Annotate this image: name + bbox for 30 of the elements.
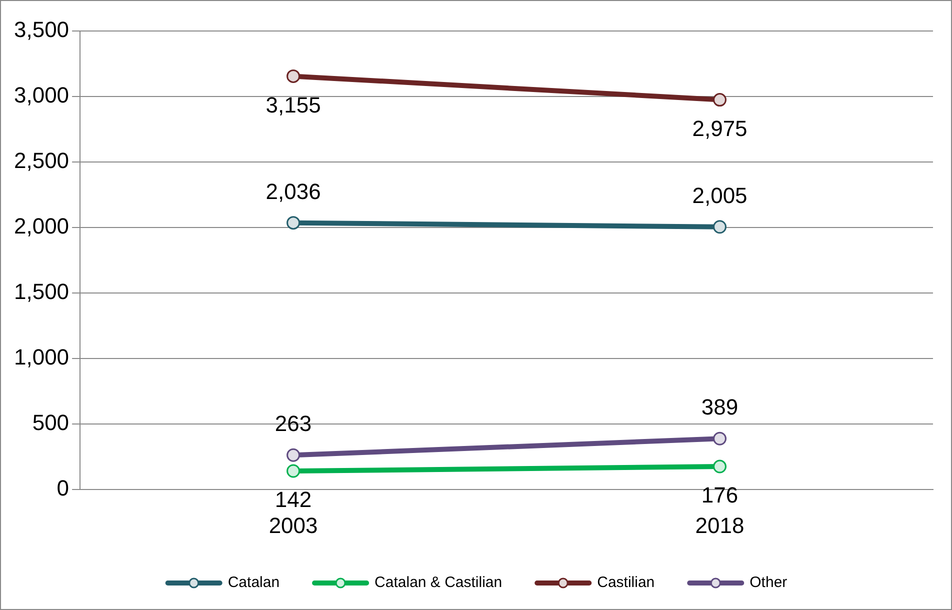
x-tick-label: 2018 (695, 512, 744, 538)
point (286, 69, 300, 83)
y-tick-label: 3,500 (14, 17, 70, 42)
point (713, 93, 727, 107)
data-label: 2,036 (266, 178, 321, 204)
legend-label: Castilian (597, 574, 655, 592)
point (713, 220, 727, 234)
point (713, 460, 727, 474)
y-tick-label: 2,000 (14, 214, 70, 239)
y-tick-label: 3,000 (14, 82, 70, 108)
legend-label: Other (750, 574, 788, 592)
point (286, 216, 300, 230)
data-label: 176 (701, 482, 738, 508)
y-tick-label: 1,500 (14, 279, 70, 304)
data-label: 3,155 (266, 92, 321, 118)
y-tick-label: 0 (56, 476, 70, 501)
y-tick-label: 500 (32, 410, 70, 436)
data-label: 142 (274, 487, 312, 512)
data-label: 2,975 (692, 116, 748, 141)
y-tick-label: 1,000 (14, 344, 70, 370)
y-tick-label: 2,500 (14, 148, 70, 174)
data-label: 389 (701, 394, 738, 420)
point (286, 464, 300, 478)
point (286, 448, 300, 462)
point (713, 432, 727, 446)
data-label: 2,005 (692, 182, 748, 208)
legend-label: Catalan (228, 574, 280, 592)
x-tick-label: 2003 (268, 512, 318, 538)
data-label: 263 (274, 411, 312, 436)
legend-label: Catalan & Castilian (374, 574, 502, 592)
